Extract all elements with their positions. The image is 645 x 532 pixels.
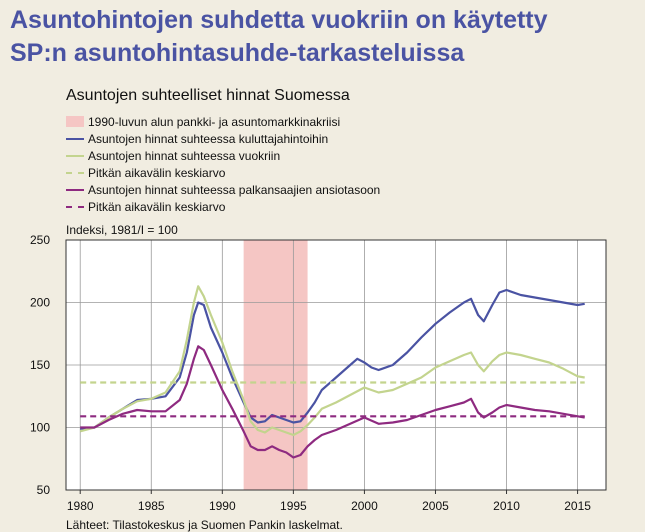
legend-label-rent: Asuntojen hinnat suhteessa vuokriin xyxy=(88,148,281,163)
x-tick-label: 1985 xyxy=(138,499,165,513)
x-tick-label: 2000 xyxy=(351,499,378,513)
legend-item-rent: Asuntojen hinnat suhteessa vuokriin xyxy=(66,147,380,164)
slide-title-line2: SP:n asuntohintasuhde-tarkasteluissa xyxy=(10,39,465,67)
plot-frame xyxy=(65,239,607,491)
y-tick-label: 100 xyxy=(30,421,50,435)
legend-item-wage-avg: Pitkän aikavälin keskiarvo xyxy=(66,198,380,215)
y-tick-label: 250 xyxy=(30,233,50,247)
x-tick-label: 1990 xyxy=(209,499,236,513)
x-tick-label: 2015 xyxy=(564,499,591,513)
legend-label-cpi: Asuntojen hinnat suhteessa kuluttajahint… xyxy=(88,131,329,146)
slide-title: Asuntohintojen suhdetta vuokriin on käyt… xyxy=(10,4,640,70)
x-tick-label: 2005 xyxy=(422,499,449,513)
slide-title-line1: Asuntohintojen suhdetta vuokriin on käyt… xyxy=(10,6,548,34)
source-footnote: Lähteet: Tilastokeskus ja Suomen Pankin … xyxy=(66,518,343,532)
legend-item-rent-avg: Pitkän aikavälin keskiarvo xyxy=(66,164,380,181)
legend-swatch-rent-avg xyxy=(66,171,84,174)
series-line-3 xyxy=(80,345,585,459)
y-tick-label: 50 xyxy=(37,483,51,497)
legend-swatch-cpi xyxy=(66,137,84,140)
chart-legend: 1990-luvun alun pankki- ja asuntomarkkin… xyxy=(66,113,380,215)
legend-swatch-wage xyxy=(66,188,84,191)
series-line-1 xyxy=(79,285,585,437)
index-note: Indeksi, 1981/I = 100 xyxy=(66,223,178,237)
x-tick-label: 1980 xyxy=(67,499,94,513)
legend-label-wage-avg: Pitkän aikavälin keskiarvo xyxy=(88,199,226,214)
x-tick-label: 1995 xyxy=(280,499,307,513)
legend-item-wage: Asuntojen hinnat suhteessa palkansaajien… xyxy=(66,181,380,198)
legend-label-crisis: 1990-luvun alun pankki- ja asuntomarkkin… xyxy=(88,114,341,129)
legend-swatch-rent xyxy=(66,154,84,157)
legend-swatch-wage-avg xyxy=(66,205,84,208)
x-tick-label: 2010 xyxy=(493,499,520,513)
y-tick-label: 200 xyxy=(30,296,50,310)
legend-label-rent-avg: Pitkän aikavälin keskiarvo xyxy=(88,165,226,180)
legend-item-cpi: Asuntojen hinnat suhteessa kuluttajahint… xyxy=(66,130,380,147)
legend-swatch-crisis xyxy=(66,116,84,127)
legend-label-wage: Asuntojen hinnat suhteessa palkansaajien… xyxy=(88,182,381,197)
chart-title: Asuntojen suhteelliset hinnat Suomessa xyxy=(66,87,350,104)
legend-item-crisis: 1990-luvun alun pankki- ja asuntomarkkin… xyxy=(66,113,380,130)
series-line-0 xyxy=(80,288,585,430)
y-tick-label: 150 xyxy=(30,358,50,372)
